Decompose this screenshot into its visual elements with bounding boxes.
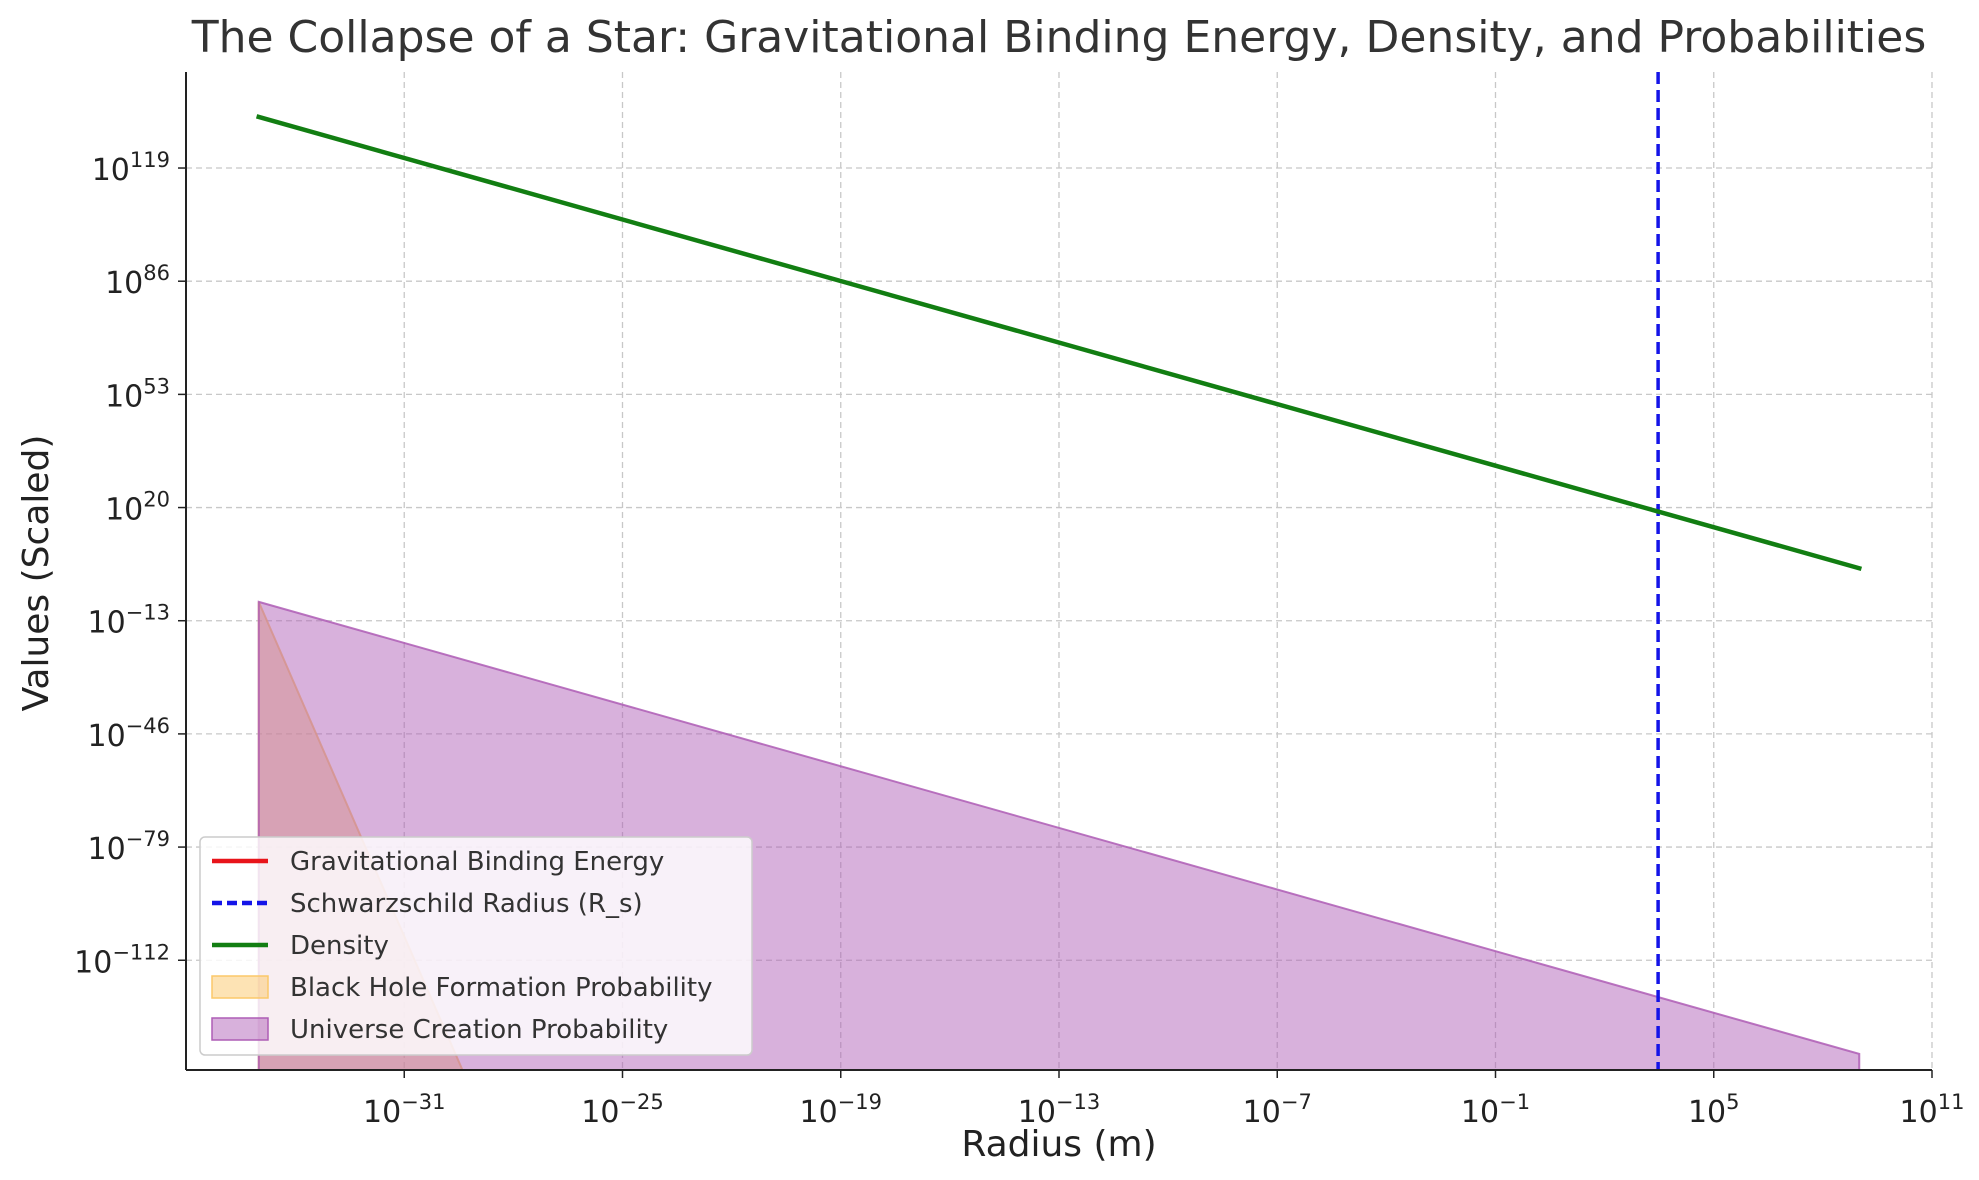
y-tick-label: 1086: [105, 261, 170, 301]
x-tick-label: 10−1: [1461, 1090, 1530, 1130]
y-tick-label: 10−79: [87, 827, 170, 867]
x-tick-label: 1011: [1900, 1090, 1965, 1130]
y-tick-label: 10119: [92, 148, 170, 188]
y-tick-label: 10−46: [87, 714, 170, 754]
universe-creation-probability-legend-swatch: [211, 1017, 269, 1041]
gravitational-binding-energy-legend-label: Gravitational Binding Energy: [290, 847, 664, 877]
x-tick-label: 10−7: [1243, 1090, 1312, 1130]
line-series: [255, 72, 1863, 1070]
x-tick-label: 10−25: [581, 1090, 664, 1130]
x-tick-label: 10−31: [363, 1090, 446, 1130]
y-tick-label: 1053: [105, 374, 170, 414]
x-axis-label: Radius (m): [961, 1124, 1156, 1165]
black-hole-formation-probability-legend-swatch: [211, 975, 269, 999]
density-legend-label: Density: [290, 931, 389, 961]
y-tick-label: 10−13: [87, 601, 170, 641]
universe-creation-probability-legend-label: Universe Creation Probability: [290, 1015, 668, 1045]
y-tick-label: 10−112: [74, 940, 170, 980]
x-tick-label: 10−19: [799, 1090, 882, 1130]
y-axis-ticks: 10119 1086 1053 1020 10−13 10−46 10−79 10−112: [74, 148, 186, 980]
legend-box: [199, 836, 753, 1056]
y-tick-label: 1020: [105, 488, 170, 528]
black-hole-formation-probability-legend-label: Black Hole Formation Probability: [290, 973, 713, 1003]
x-axis-ticks: 10−31 10−25 10−19 10−13 10−7 10−1 105 1011: [363, 1070, 1964, 1130]
y-axis-label: Values (Scaled): [16, 435, 57, 712]
chart-title: The Collapse of a Star: Gravitational Bi…: [191, 12, 1927, 63]
legend: Gravitational Binding Energy Schwarzschil…: [199, 836, 753, 1056]
density-line: [255, 114, 1863, 572]
x-tick-label: 105: [1688, 1090, 1740, 1130]
schwarzschild-radius-r-s-legend-label: Schwarzschild Radius (R_s): [290, 889, 643, 919]
x-tick-label: 10−13: [1018, 1090, 1101, 1130]
